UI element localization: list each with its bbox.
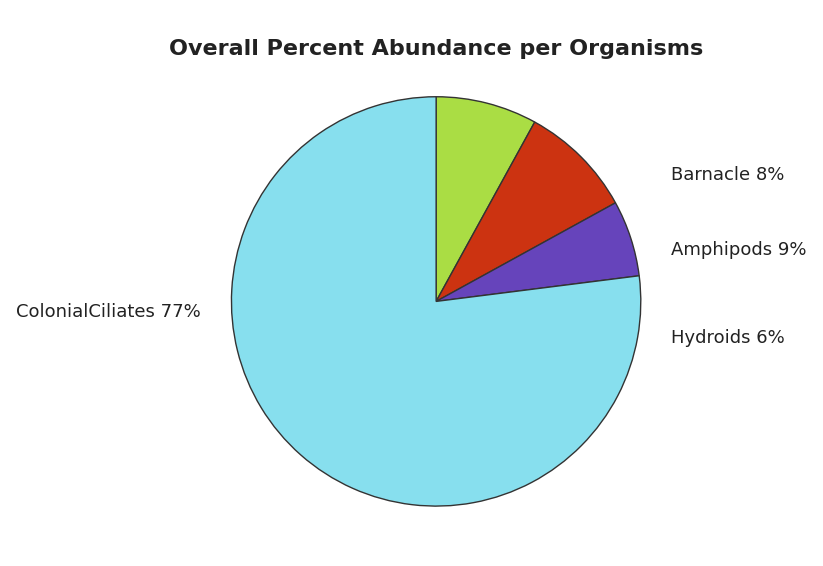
Wedge shape [436,97,535,302]
Title: Overall Percent Abundance per Organisms: Overall Percent Abundance per Organisms [169,40,703,59]
Wedge shape [231,97,641,506]
Wedge shape [436,122,616,302]
Text: Hydroids 6%: Hydroids 6% [672,329,785,348]
Text: Barnacle 8%: Barnacle 8% [672,165,785,183]
Text: ColonialCiliates 77%: ColonialCiliates 77% [16,303,201,321]
Wedge shape [436,203,639,302]
Text: Amphipods 9%: Amphipods 9% [672,241,807,259]
